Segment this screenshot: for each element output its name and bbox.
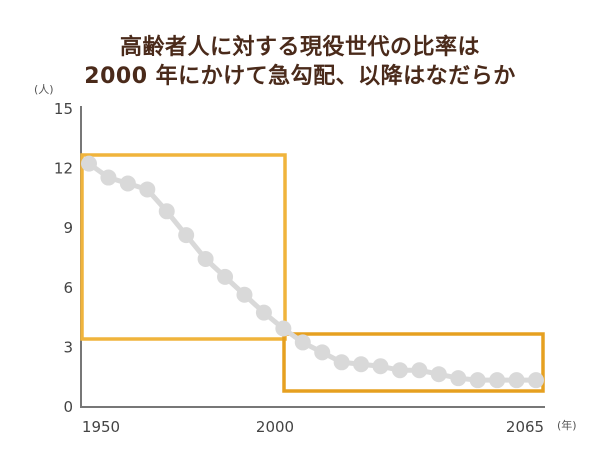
- highlight-boxes: [80, 153, 545, 393]
- data-point: [178, 227, 195, 244]
- data-point: [314, 344, 331, 361]
- x-tick-label: 2065: [506, 418, 544, 436]
- x-axis-ticks: 1950 2000 2065: [82, 418, 544, 436]
- data-point: [275, 320, 292, 337]
- data-point: [100, 169, 117, 186]
- highlight-box-2: [282, 332, 545, 393]
- series-line: [87, 161, 536, 383]
- chart-title-line2: 2000 年にかけて急勾配、以降はなだらか: [84, 64, 516, 89]
- data-point: [158, 203, 175, 220]
- data-point: [139, 181, 156, 198]
- data-point: [217, 268, 234, 285]
- data-point: [450, 370, 467, 387]
- y-tick-label: 9: [63, 219, 73, 237]
- data-point: [197, 250, 214, 267]
- data-point: [353, 356, 370, 373]
- x-axis-unit: (年): [557, 418, 577, 432]
- y-axis-ticks: 0 3 6 9 12 15: [54, 100, 73, 416]
- y-tick-label: 0: [63, 398, 73, 416]
- data-point: [81, 155, 97, 172]
- data-point: [333, 354, 350, 371]
- data-point: [391, 362, 408, 379]
- x-tick-label: 2000: [256, 418, 294, 436]
- data-point: [236, 286, 253, 303]
- x-tick-label: 1950: [82, 418, 120, 436]
- data-point: [469, 372, 486, 389]
- y-tick-label: 6: [63, 279, 73, 297]
- y-tick-label: 12: [54, 160, 73, 178]
- data-point: [411, 362, 428, 379]
- data-point: [119, 175, 136, 192]
- y-tick-label: 3: [63, 338, 73, 356]
- chart-title-line1: 高齢者人に対する現役世代の比率は: [119, 35, 480, 60]
- data-series: [81, 155, 544, 389]
- highlight-box-1: [80, 153, 287, 341]
- data-point: [372, 358, 389, 375]
- data-point: [489, 372, 506, 389]
- data-point: [528, 372, 544, 389]
- y-tick-label: 15: [54, 100, 73, 118]
- data-point: [255, 304, 272, 321]
- y-axis-unit: (人): [34, 83, 54, 96]
- data-point: [430, 366, 447, 383]
- data-point: [508, 372, 525, 389]
- data-point: [294, 334, 311, 351]
